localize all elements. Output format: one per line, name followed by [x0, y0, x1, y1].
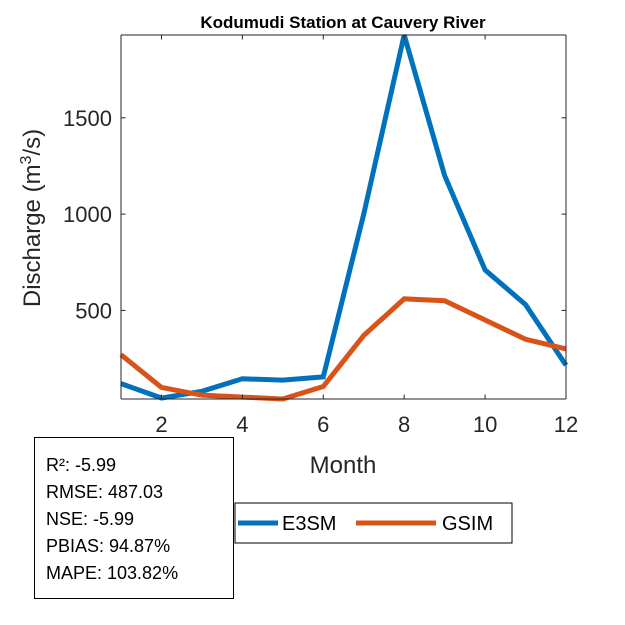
x-axis-label: Month	[310, 452, 377, 479]
metric-mape: MAPE: 103.82%	[46, 563, 179, 583]
x-tick-label-2: 2	[155, 412, 167, 437]
y-tick-label-500: 500	[75, 298, 112, 323]
x-tick-label-10: 10	[473, 412, 497, 437]
x-tick-label-12: 12	[554, 412, 578, 437]
chart-title: Kodumudi Station at Cauvery River	[200, 13, 486, 32]
metric-pbias: PBIAS: 94.87%	[46, 536, 171, 556]
y-tick-label-1000: 1000	[63, 202, 112, 227]
y-axis-label: Discharge (m3/s)	[18, 129, 46, 307]
y-tick-label-1500: 1500	[63, 106, 112, 131]
metrics-box: R²: -5.99 RMSE: 487.03 NSE: -5.99 PBIAS:…	[34, 437, 234, 599]
series-line-gsim	[119, 296, 567, 402]
legend: E3SM GSIM	[234, 502, 513, 544]
x-tick-label-8: 8	[398, 412, 410, 437]
ticks: 2 4 6 8 10 12 500 1000 1500	[63, 35, 578, 437]
metric-nse: NSE: -5.99	[46, 509, 135, 529]
x-tick-label-4: 4	[236, 412, 248, 437]
metric-r2: R²: -5.99	[46, 455, 117, 475]
series-layer	[119, 34, 569, 402]
legend-label-gsim: GSIM	[442, 513, 493, 535]
metric-rmse: RMSE: 487.03	[46, 482, 164, 502]
y-axis-label-suffix: /s)	[19, 129, 46, 156]
x-tick-label-6: 6	[317, 412, 329, 437]
y-axis-label-superscript: 3	[18, 155, 35, 164]
legend-label-e3sm: E3SM	[282, 513, 336, 535]
axes	[120, 34, 567, 400]
y-axis-label-main: Discharge (m	[19, 164, 46, 307]
plot-area	[121, 35, 566, 399]
